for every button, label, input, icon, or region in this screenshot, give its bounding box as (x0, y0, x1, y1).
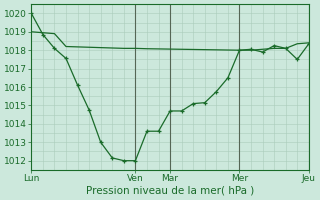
X-axis label: Pression niveau de la mer( hPa ): Pression niveau de la mer( hPa ) (86, 186, 254, 196)
